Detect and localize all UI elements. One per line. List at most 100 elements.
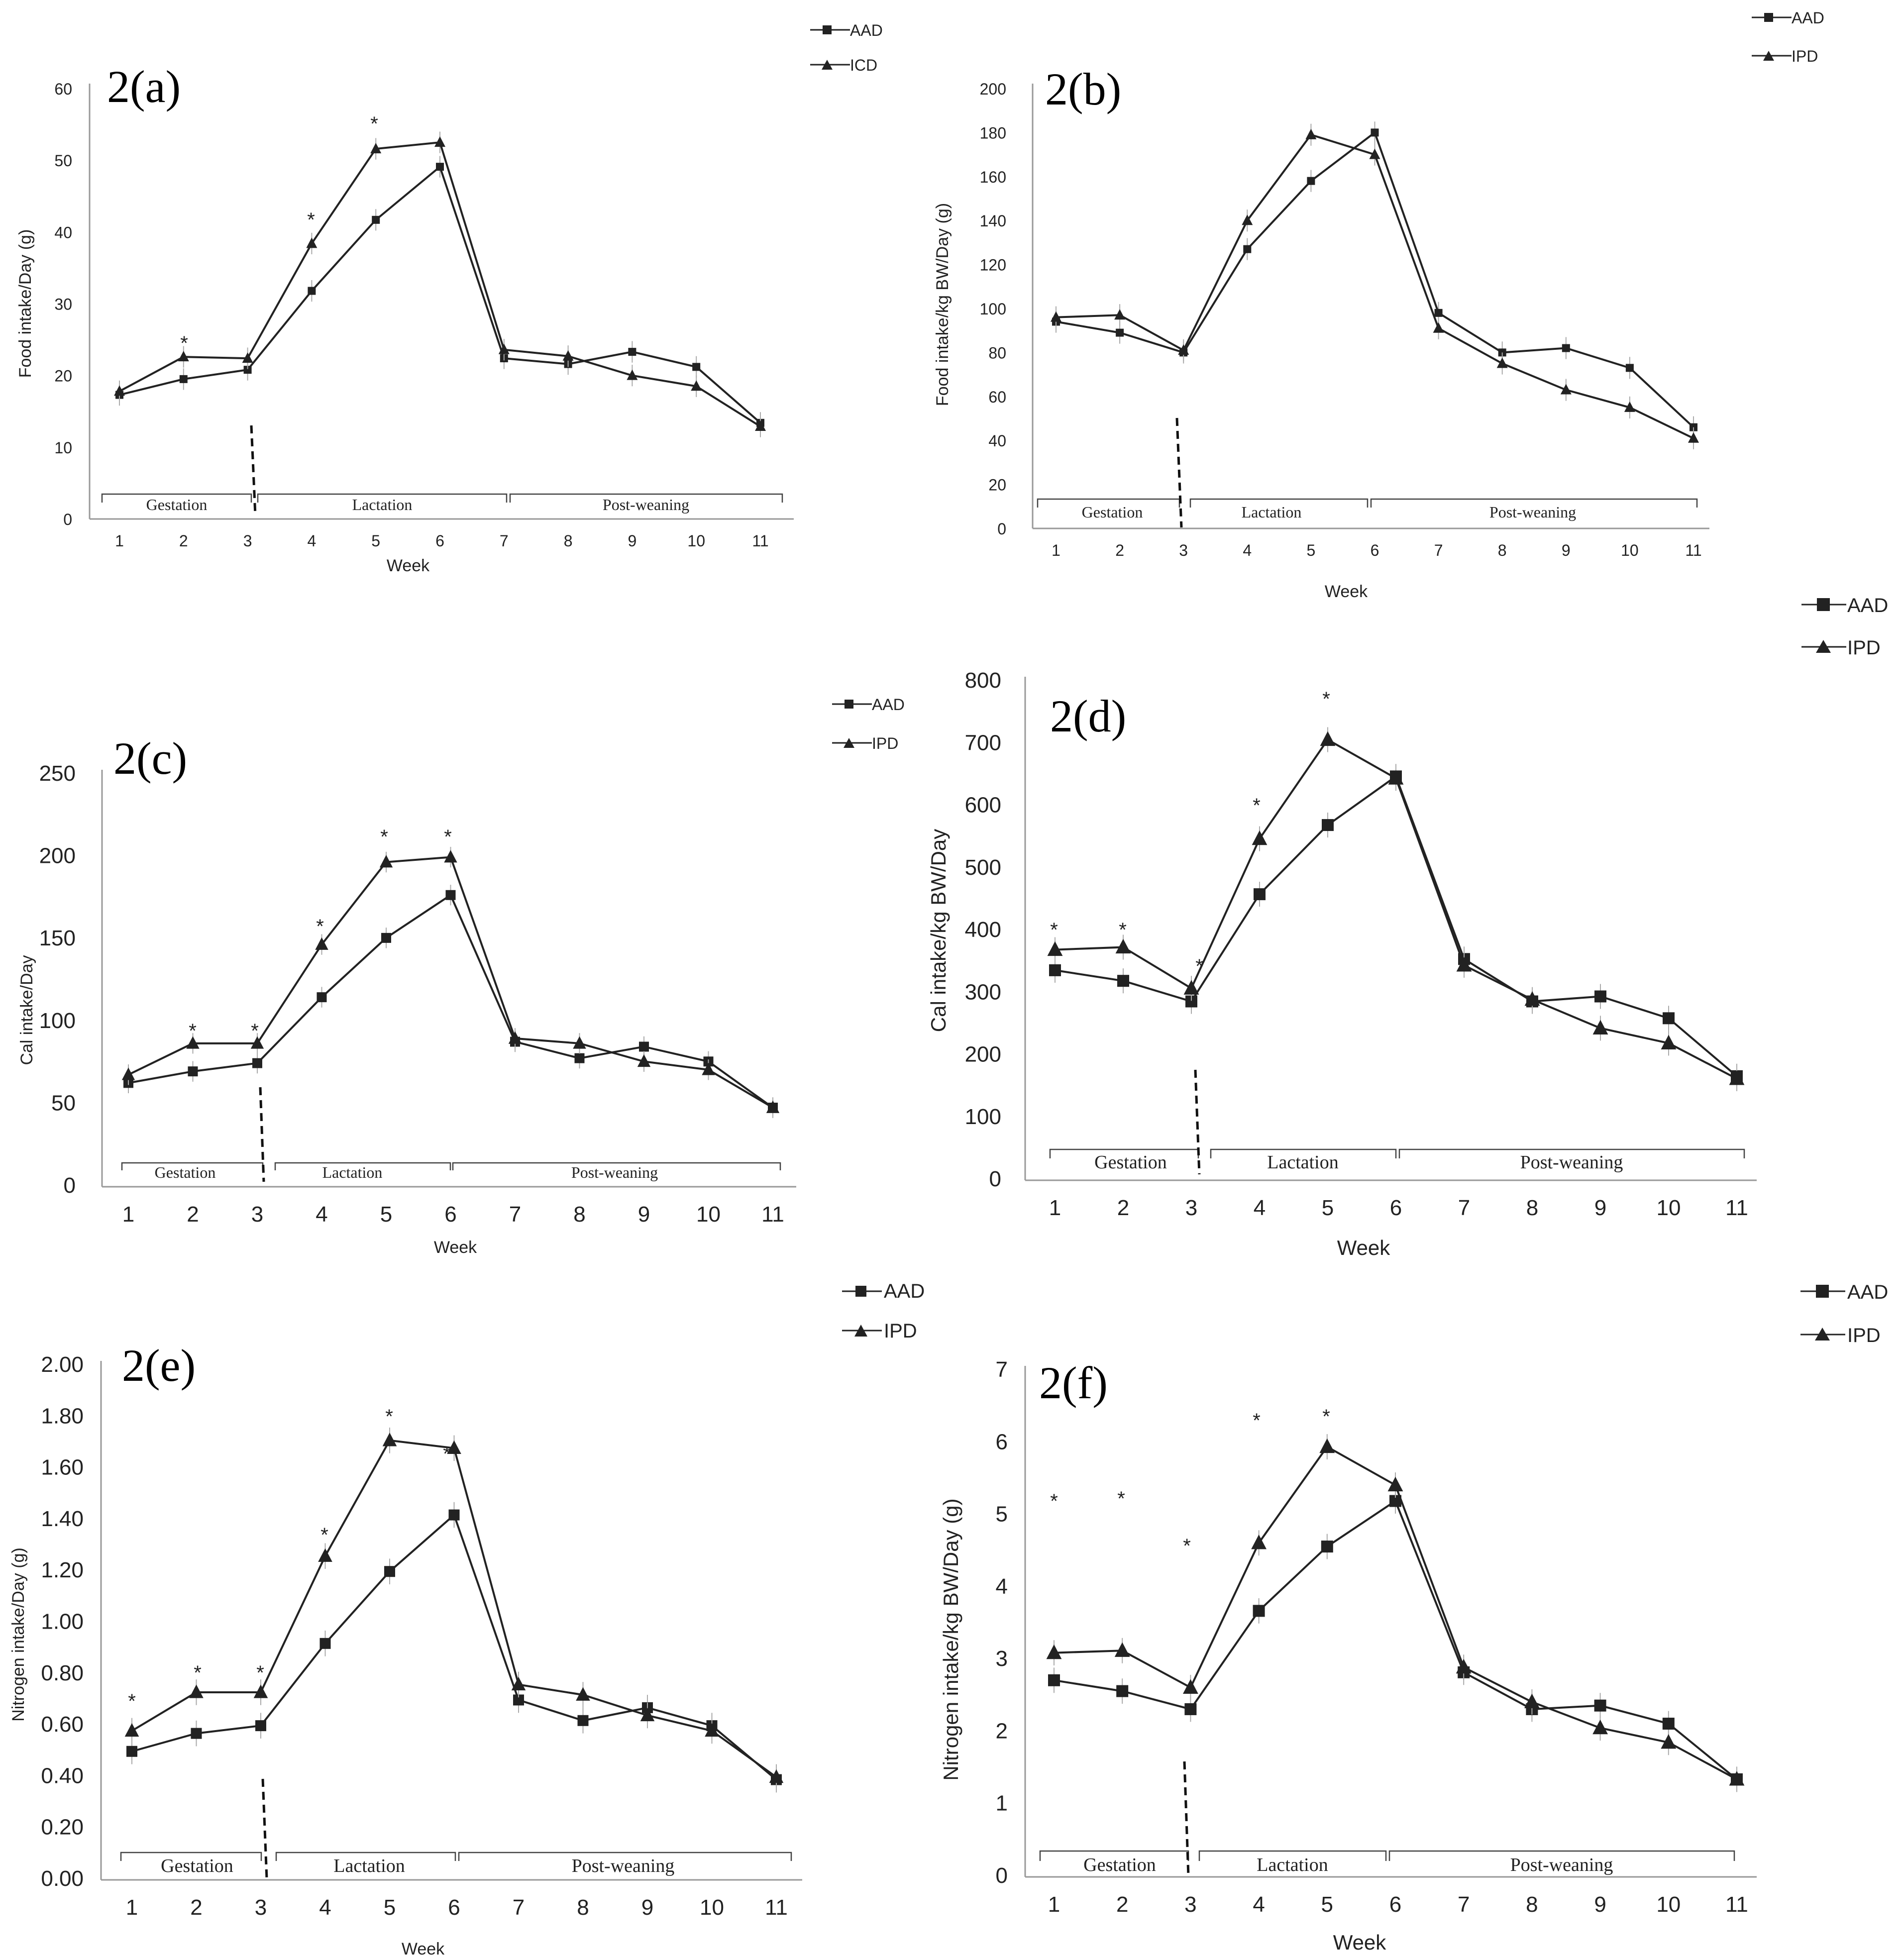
x-tick-label: 11 [761,1202,784,1227]
y-tick-label: 0.00 [41,1866,84,1891]
x-axis-label: Week [387,556,430,575]
y-tick-label: 160 [980,168,1006,186]
data-point-aad [436,163,444,171]
phase-divider [261,1778,268,1879]
significance-marker: * [1195,955,1203,977]
y-tick-label: 2 [996,1719,1008,1743]
phase-label-gestation: Gestation [161,1856,233,1876]
plot-0: 0 10 20 30 40 50 60 1 2 3 4 5 6 7 8 9 10 11 [54,80,794,550]
x-tick-label: 1 [126,1895,138,1920]
legend-label-icd: ICD [850,56,877,74]
phase-divider [1194,1069,1201,1175]
x-tick-label: 8 [1526,1892,1538,1917]
x-tick-label: 11 [765,1895,788,1920]
y-axis-label: Food intake/Day (g) [16,229,35,378]
significance-marker: * [1050,1490,1058,1512]
panel-2d: 2(d) Cal intake/kg BW/Day Week AAD IPD G… [927,595,1888,1259]
data-point-icd [434,136,445,147]
y-tick-label: 60 [988,388,1006,406]
legend-label-ipd: IPD [1847,637,1881,659]
legend-marker-ipd [1815,1328,1830,1341]
y-tick-label: 600 [965,793,1001,818]
data-point-ipd [702,1062,715,1075]
data-point-aad [639,1041,649,1052]
x-axis-label: Week [1337,1236,1391,1259]
y-tick-label: 0.40 [41,1763,84,1788]
legend: AAD IPD [1752,9,1824,65]
panel-2c: 2(c) Cal intake/Day Week AAD IPD Gestati… [17,696,905,1257]
data-point-aad [1116,1685,1129,1697]
data-point-ipd [318,1548,332,1562]
data-point-ipd [1242,214,1253,225]
data-point-aad [448,1509,460,1521]
data-point-icd [114,385,125,396]
x-tick-label: 7 [513,1895,525,1920]
x-tick-label: 5 [371,532,380,550]
data-point-ipd [573,1036,586,1049]
data-point-ipd [1387,1476,1403,1492]
panel-2a: 2(a) Food intake/Day (g) Week AAD ICD Ge… [16,21,883,575]
data-point-aad [692,363,701,371]
y-tick-label: 140 [980,212,1006,230]
x-tick-label: 3 [255,1895,267,1920]
y-tick-label: 20 [54,367,72,385]
data-point-aad [445,890,456,900]
x-tick-label: 3 [1185,1196,1197,1220]
data-point-ipd [1624,401,1635,412]
y-tick-label: 0 [997,520,1006,538]
y-axis-label: Cal intake/Day [17,955,36,1065]
y-tick-label: 3 [996,1647,1008,1671]
y-tick-label: 1.80 [41,1404,84,1428]
data-point-aad [252,1058,262,1068]
x-tick-label: 5 [380,1202,392,1227]
data-point-aad [384,1566,395,1577]
phase-label-post-weaning: Post-weaning [1489,503,1576,521]
phase-label-lactation: Lactation [352,496,413,514]
data-point-aad [1116,328,1124,337]
x-tick-label: 7 [1434,541,1443,559]
y-tick-label: 120 [980,256,1006,274]
data-point-ipd [576,1687,590,1701]
x-tick-label: 5 [1322,1196,1334,1220]
panel-2b: 2(b) Food intake/kg BW/Day (g) Week AAD … [933,9,1824,601]
data-point-ipd [186,1036,200,1049]
x-tick-label: 4 [316,1202,327,1227]
x-axis-label: Week [1325,582,1368,601]
panel-title: 2(b) [1045,64,1121,114]
plot-2: 0 50 100 150 200 250 1 2 3 4 5 6 7 8 9 10 11 [39,761,796,1227]
data-point-ipd [121,1067,135,1080]
x-tick-label: 2 [187,1202,199,1227]
x-tick-label: 4 [1243,541,1252,559]
y-tick-label: 200 [39,844,76,868]
legend: AAD IPD [1801,595,1888,659]
data-point-ipd [250,1036,264,1049]
plot-5: 0 1 2 3 4 5 6 7 1 2 3 4 5 6 7 8 9 10 11 [996,1357,1757,1917]
y-tick-label: 5 [996,1502,1008,1527]
data-point-aad [1371,128,1379,137]
y-tick-label: 60 [54,80,72,98]
significance-marker: * [320,1524,328,1546]
x-tick-label: 7 [500,532,509,550]
x-tick-label: 3 [243,532,252,550]
x-tick-label: 9 [641,1895,653,1920]
legend-label-ipd: IPD [884,1320,917,1342]
legend-marker-aad [823,25,832,34]
data-point-ipd [1114,1642,1130,1657]
x-tick-label: 1 [1048,1892,1060,1917]
y-tick-label: 1 [996,1791,1008,1816]
y-tick-label: 50 [51,1091,76,1115]
legend: AAD IPD [832,696,905,752]
y-tick-label: 1.40 [41,1507,84,1531]
x-tick-label: 3 [1179,541,1188,559]
x-tick-label: 2 [1117,1196,1129,1220]
data-point-icd [562,350,574,361]
data-point-aad [1307,177,1315,185]
y-tick-label: 250 [39,761,76,786]
data-point-aad [577,1715,589,1726]
y-tick-label: 200 [980,80,1006,98]
panel-title: 2(d) [1050,691,1126,741]
data-point-ipd [1524,991,1540,1006]
x-tick-label: 1 [1052,541,1060,559]
legend: AAD IPD [1800,1281,1888,1346]
